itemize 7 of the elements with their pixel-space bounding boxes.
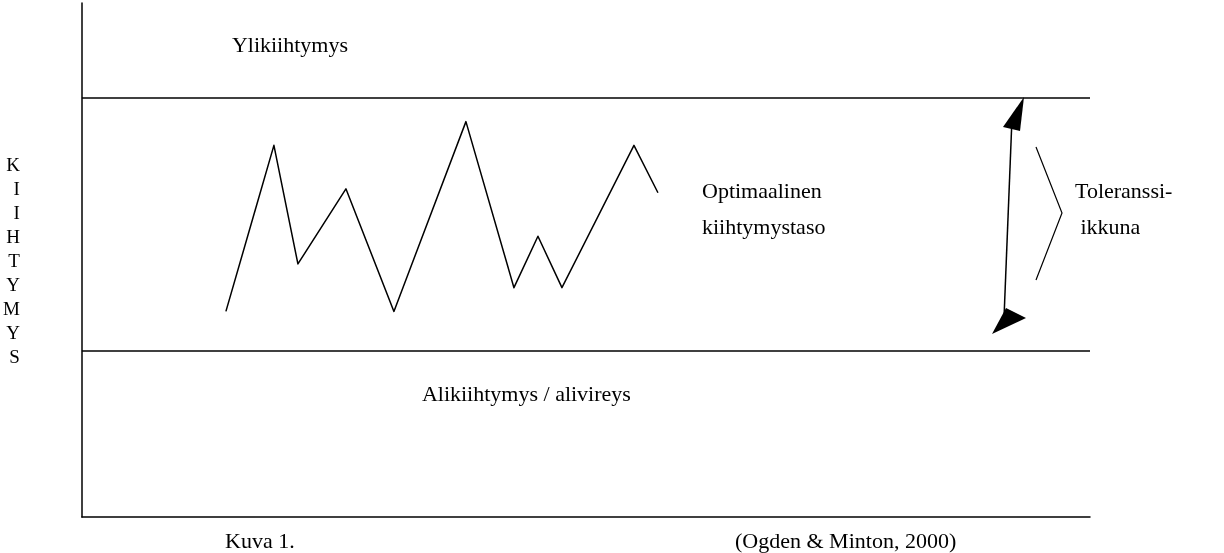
ref-line-label: Ylikiihtymys <box>231 32 349 58</box>
ref-line-label: Alikiihtymys / alivireys <box>421 381 631 407</box>
text: KIIHTYMYS <box>2 153 20 367</box>
annotation: Toleranssi- ikkuna <box>1075 177 1173 239</box>
text: Kuva 1. <box>225 527 295 553</box>
text: (Ogden & Minton, 2000) <box>735 527 957 553</box>
annotation: Optimaalinen kiihtymystaso <box>702 177 826 239</box>
